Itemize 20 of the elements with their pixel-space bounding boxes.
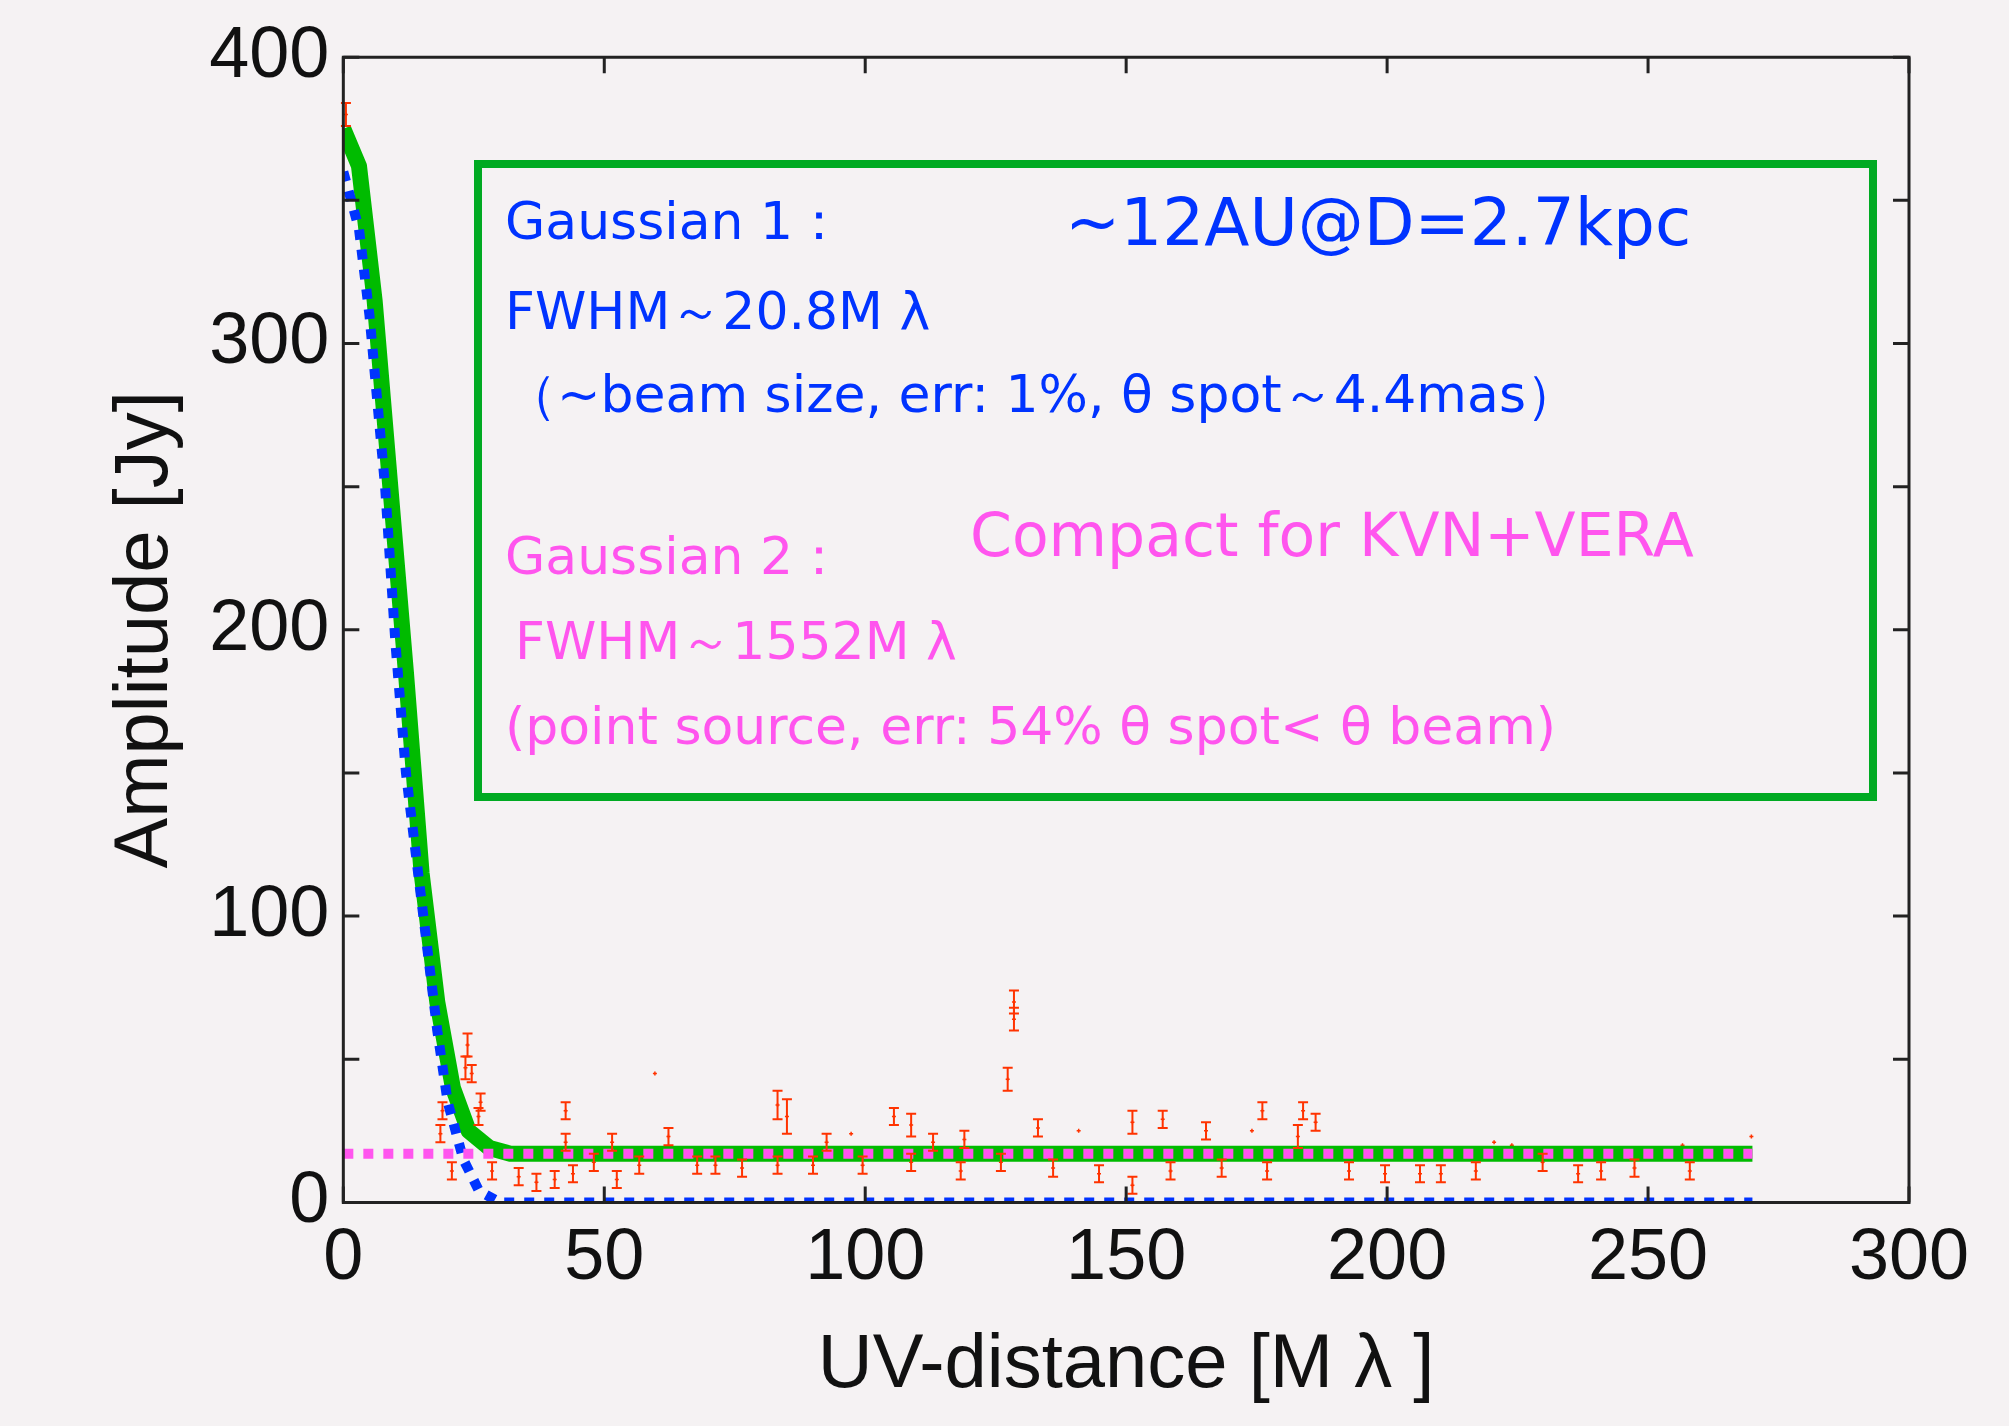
annotation: (point source, err: 54% θ spot< θ beam) bbox=[505, 696, 1557, 756]
x-tick-label: 50 bbox=[564, 1214, 645, 1295]
x-tick-label: 250 bbox=[1587, 1214, 1709, 1295]
y-tick-label: 200 bbox=[209, 584, 330, 665]
annotation: FWHM～1552M λ bbox=[515, 611, 957, 671]
annotation: FWHM～20.8M λ bbox=[505, 281, 931, 341]
x-tick-label: 300 bbox=[1848, 1214, 1970, 1295]
x-tick-label: 150 bbox=[1066, 1214, 1187, 1295]
x-axis-title: UV-distance [M λ ] bbox=[817, 1318, 1435, 1404]
y-tick-label: 400 bbox=[209, 12, 330, 93]
annotation: Gaussian 2： bbox=[505, 526, 846, 586]
y-tick-label: 300 bbox=[209, 298, 330, 379]
y-tick-label: 100 bbox=[209, 870, 330, 951]
y-axis-title: Amplitude [Jy] bbox=[97, 391, 183, 869]
annotation: Compact for KVN+VERA bbox=[970, 500, 1694, 570]
annotation: Gaussian 1： bbox=[505, 191, 846, 251]
x-tick-label: 200 bbox=[1327, 1214, 1448, 1295]
annotation: （~beam size, err: 1%, θ spot～4.4mas） bbox=[505, 364, 1578, 424]
x-tick-label: 100 bbox=[805, 1214, 926, 1295]
annotation: ~12AU@D=2.7kpc bbox=[1065, 184, 1692, 261]
